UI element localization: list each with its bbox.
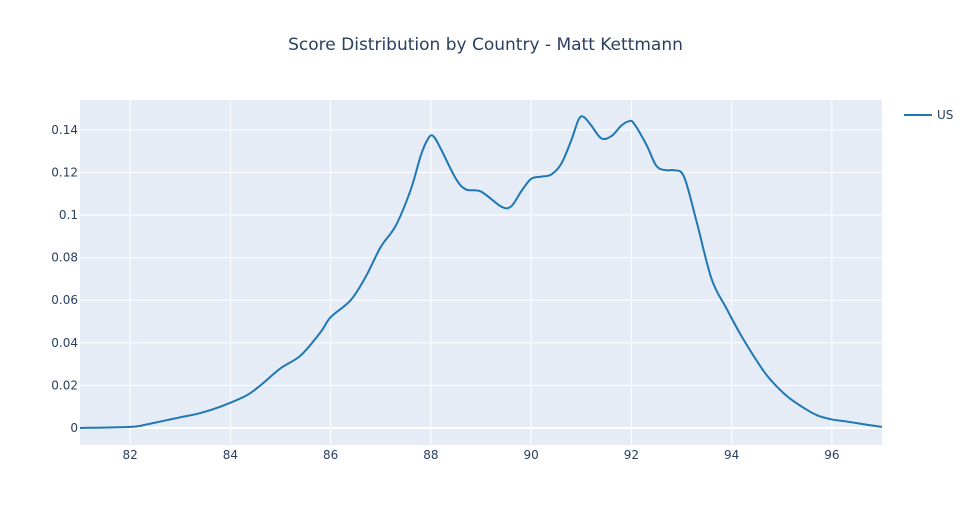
- y-tick-label: 0.12: [51, 165, 78, 179]
- x-tick-label: 90: [523, 448, 538, 462]
- x-tick-label: 86: [323, 448, 338, 462]
- y-axis-ticks: 0 0.02 0.04 0.06 0.08 0.1 0.12 0.14: [51, 123, 78, 435]
- y-tick-label: 0.08: [51, 251, 78, 265]
- y-tick-label: 0.06: [51, 293, 78, 307]
- y-tick-label: 0.1: [59, 208, 78, 222]
- x-tick-label: 88: [423, 448, 438, 462]
- plot-area: [80, 100, 882, 445]
- x-tick-label: 94: [724, 448, 739, 462]
- y-tick-label: 0: [70, 421, 78, 435]
- x-tick-label: 82: [122, 448, 137, 462]
- y-tick-label: 0.02: [51, 378, 78, 392]
- legend-label-us: US: [937, 108, 953, 122]
- y-gridlines: [80, 129, 882, 429]
- x-gridlines: [129, 100, 833, 445]
- x-tick-label: 84: [223, 448, 238, 462]
- x-tick-label: 92: [624, 448, 639, 462]
- series-group: [79, 115, 883, 429]
- series-line-us: [79, 115, 883, 429]
- x-axis-ticks: 82 84 86 88 90 92 94 96: [122, 448, 839, 462]
- y-tick-label: 0.04: [51, 336, 78, 350]
- y-tick-label: 0.14: [51, 123, 78, 137]
- chart-title: Score Distribution by Country - Matt Ket…: [288, 35, 683, 55]
- legend[interactable]: US: [904, 108, 953, 122]
- x-tick-label: 96: [824, 448, 839, 462]
